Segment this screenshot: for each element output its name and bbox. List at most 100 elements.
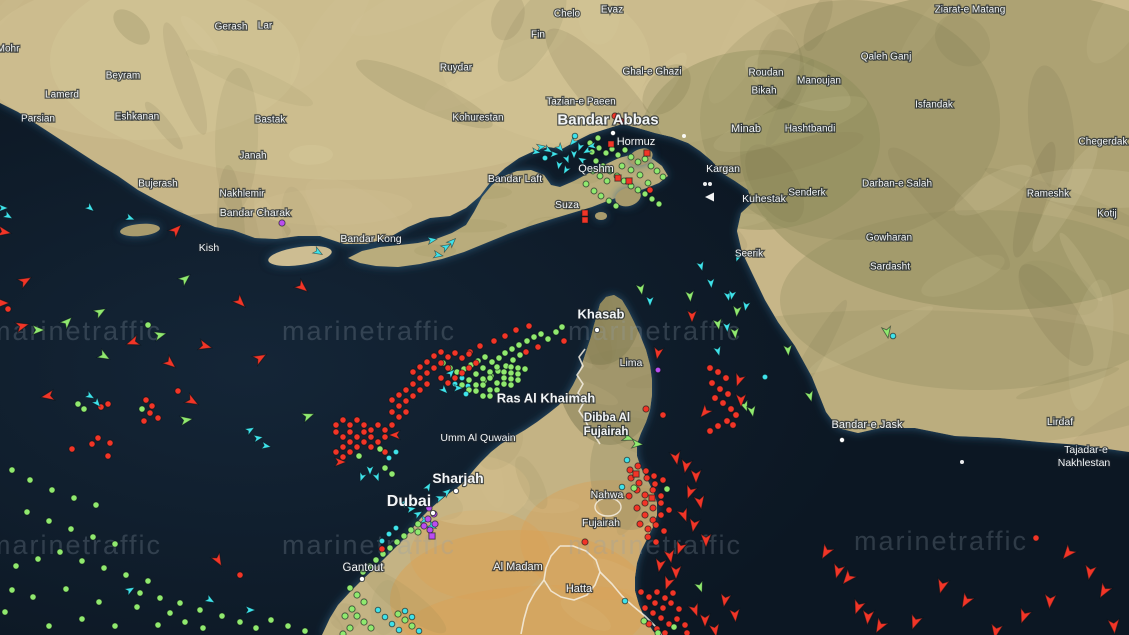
- vessel-marker[interactable]: [625, 492, 633, 500]
- vessel-marker[interactable]: [642, 467, 650, 475]
- vessel-marker[interactable]: [481, 353, 489, 361]
- vessel-marker[interactable]: [729, 326, 740, 341]
- vessel-marker[interactable]: [534, 343, 542, 351]
- vessel-marker[interactable]: [627, 166, 635, 174]
- vessel-marker[interactable]: [589, 167, 597, 175]
- vessel-marker[interactable]: [732, 411, 740, 419]
- vessel-marker[interactable]: [414, 520, 422, 528]
- vessel-marker[interactable]: [402, 397, 410, 405]
- vessel-marker[interactable]: [284, 622, 292, 630]
- vessel-marker[interactable]: [408, 613, 416, 621]
- vessel-marker[interactable]: [512, 326, 520, 334]
- vessel-marker[interactable]: [500, 374, 508, 382]
- vessel-marker[interactable]: [392, 448, 400, 456]
- vessel-marker[interactable]: [136, 589, 144, 597]
- vessel-marker[interactable]: [156, 594, 164, 602]
- vessel-marker[interactable]: [695, 259, 706, 273]
- vessel-marker[interactable]: [575, 141, 586, 153]
- vessel-marker[interactable]: [385, 454, 393, 462]
- vessel-marker[interactable]: [630, 438, 645, 449]
- vessel-marker[interactable]: [597, 192, 605, 200]
- vessel-marker[interactable]: [252, 624, 260, 632]
- vessel-marker[interactable]: [1, 209, 14, 222]
- vessel-marker[interactable]: [166, 609, 174, 617]
- vessel-marker[interactable]: [386, 544, 394, 552]
- vessel-marker[interactable]: [437, 383, 450, 396]
- vessel-marker[interactable]: [637, 588, 645, 596]
- vessel-marker[interactable]: [486, 392, 494, 400]
- vessel-marker[interactable]: [106, 439, 114, 447]
- vessel-marker[interactable]: [348, 605, 356, 613]
- vessel-marker[interactable]: [416, 386, 424, 394]
- vessel-marker[interactable]: [729, 421, 737, 429]
- vessel-marker[interactable]: [486, 386, 494, 394]
- vessel-marker[interactable]: [199, 624, 207, 632]
- vessel-marker[interactable]: [1083, 562, 1099, 582]
- vessel-marker[interactable]: [621, 597, 629, 605]
- vessel-marker[interactable]: [385, 530, 393, 538]
- vessel-marker[interactable]: [653, 588, 661, 596]
- vessel-marker[interactable]: [640, 617, 648, 625]
- vessel-marker[interactable]: [711, 317, 724, 332]
- vessel-marker[interactable]: [514, 370, 522, 378]
- vessel-marker[interactable]: [649, 504, 657, 512]
- vessel-marker[interactable]: [111, 622, 119, 630]
- vessel-marker[interactable]: [339, 416, 347, 424]
- vessel-marker[interactable]: [507, 375, 515, 383]
- vessel-marker[interactable]: [561, 153, 571, 165]
- vessel-marker[interactable]: [430, 364, 438, 372]
- vessel-marker[interactable]: [552, 328, 560, 336]
- vessel-marker[interactable]: [644, 525, 652, 533]
- vessel-marker[interactable]: [830, 561, 847, 581]
- vessel-marker[interactable]: [599, 162, 607, 170]
- vessel-marker[interactable]: [387, 429, 402, 441]
- vessel-marker[interactable]: [144, 577, 152, 585]
- vessel-marker[interactable]: [657, 492, 665, 500]
- vessel-marker[interactable]: [654, 366, 662, 374]
- vessel-marker[interactable]: [178, 414, 194, 427]
- vessel-marker[interactable]: [144, 321, 152, 329]
- vessel-marker[interactable]: [388, 421, 396, 429]
- vessel-marker[interactable]: [594, 134, 602, 142]
- vessel-marker[interactable]: [523, 337, 531, 345]
- vessel-marker[interactable]: [332, 428, 340, 436]
- vessel-marker[interactable]: [724, 390, 732, 398]
- vessel-marker[interactable]: [92, 501, 100, 509]
- vessel-marker[interactable]: [405, 505, 417, 515]
- vessel-marker[interactable]: [654, 629, 662, 635]
- vessel-marker[interactable]: [388, 408, 396, 416]
- vessel-marker[interactable]: [339, 443, 347, 451]
- vessel-marker[interactable]: [728, 607, 741, 624]
- vessel-marker[interactable]: [465, 364, 473, 372]
- vessel-marker[interactable]: [745, 404, 758, 419]
- vessel-marker[interactable]: [553, 141, 566, 154]
- vessel-marker[interactable]: [48, 486, 56, 494]
- vessel-marker[interactable]: [67, 525, 75, 533]
- vessel-marker[interactable]: [721, 321, 732, 334]
- vessel-marker[interactable]: [507, 369, 515, 377]
- vessel-marker[interactable]: [0, 296, 11, 310]
- vessel-marker[interactable]: [659, 476, 667, 484]
- vessel-marker[interactable]: [530, 147, 542, 156]
- vessel-marker[interactable]: [641, 604, 649, 612]
- vessel-marker[interactable]: [514, 376, 522, 384]
- vessel-marker[interactable]: [614, 151, 622, 159]
- vessel-marker[interactable]: [416, 374, 424, 382]
- vessel-marker[interactable]: [646, 186, 654, 194]
- vessel-marker[interactable]: [1043, 592, 1058, 611]
- vessel-marker[interactable]: [425, 504, 433, 512]
- vessel-marker[interactable]: [397, 497, 410, 510]
- vessel-marker[interactable]: [634, 158, 642, 166]
- vessel-marker[interactable]: [423, 358, 431, 366]
- vessel-marker[interactable]: [400, 532, 408, 540]
- vessel-marker[interactable]: [741, 300, 752, 313]
- vessel-marker[interactable]: [657, 499, 665, 507]
- vessel-marker[interactable]: [252, 434, 264, 444]
- vessel-marker[interactable]: [196, 338, 214, 352]
- vessel-marker[interactable]: [472, 359, 480, 367]
- vessel-marker[interactable]: [393, 538, 401, 546]
- vessel-marker[interactable]: [560, 337, 568, 345]
- vessel-marker[interactable]: [250, 350, 268, 368]
- vessel-marker[interactable]: [581, 145, 594, 156]
